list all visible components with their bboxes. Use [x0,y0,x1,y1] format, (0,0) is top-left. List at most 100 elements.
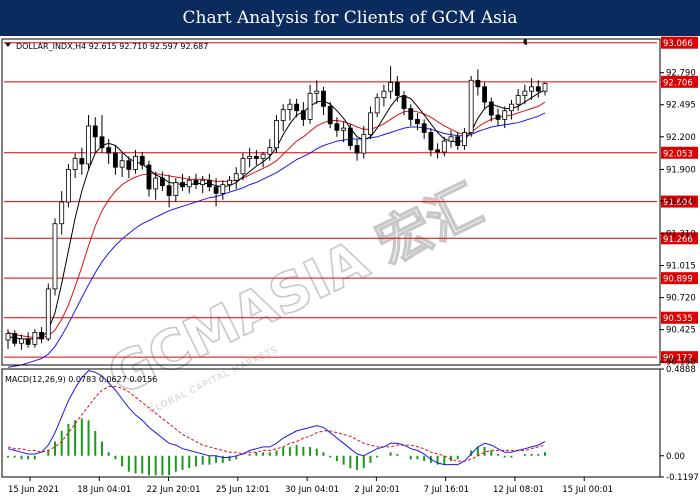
level-price-label: 90.535 [663,314,693,324]
price-tick-label: 90.425 [666,326,696,336]
candle-bull [468,79,474,133]
candle-bull [374,97,380,114]
level-price-box [661,36,698,49]
levels-layer [4,42,657,358]
candle-bear [193,179,199,186]
candle-bull [502,110,508,120]
candle-bull [529,86,534,92]
level-price-label: 92.053 [663,149,693,159]
candle-bull [361,134,367,154]
candle-bull [86,125,91,165]
candle-bull [5,333,11,341]
candle-bull [45,288,51,340]
candle-bear [213,186,219,194]
level-price-box [661,195,698,208]
chart-title-bar: Chart Analysis for Clients of GCM Asia [0,0,700,36]
candle-bear [253,155,259,159]
price-tick-label: 92.200 [666,133,696,143]
candle-bear [401,95,407,109]
candles-layer [5,66,548,350]
candle-bull [515,95,521,105]
level-price-box [661,272,698,285]
candle-bear [495,114,501,120]
level-price-label: 91.604 [663,198,693,208]
ma-mid-line [7,101,546,339]
price-chart: GCMASIA 宏汇 GLOBAL CAPITAL MARKETS 93.066… [0,36,700,500]
time-tick-label: 15 Jun 2021 [8,485,59,495]
candle-bear [25,338,31,345]
candle-bull [542,83,548,92]
time-tick-label: 30 Jun 04:01 [285,485,339,495]
ma-slow-line [7,112,546,368]
candle-bull [314,90,320,94]
time-tick-label: 7 Jul 16:01 [424,485,470,495]
candle-bull [119,160,125,168]
price-tick-label: 91.900 [666,165,696,175]
price-tick-label: 91.610 [666,197,696,207]
candle-bear [206,179,212,188]
menu-triangle-icon[interactable] [5,43,11,47]
level-price-box [661,311,698,324]
candle-bear [139,155,145,166]
candle-bear [354,145,360,154]
candle-bull [52,223,58,290]
candle-bull [65,168,71,203]
candle-bear [321,90,326,107]
level-price-box [661,75,698,88]
candle-bear [79,158,85,165]
candle-bull [280,109,286,121]
macd-signal-line [7,386,546,462]
level-price-label: 93.066 [663,39,693,49]
candle-bull [32,331,38,345]
macd-main-line [7,370,546,466]
scroll-marker-icon[interactable]: ◖ [523,37,527,47]
macd-layer [7,370,546,476]
candle-bull [462,132,467,146]
candle-bull [19,338,24,344]
candle-bear [180,182,185,188]
macd-label: MACD(12,26,9) 0.0783 0.0627 0.0156 [5,375,157,384]
candle-bear [159,177,165,187]
candle-bear [482,86,488,103]
candle-bull [287,103,293,111]
candle-bull [388,82,394,92]
candle-bull [233,173,239,181]
time-tick-label: 22 Jun 20:01 [147,485,201,495]
candle-bear [92,125,98,138]
candle-bear [475,79,481,88]
candle-bear [166,185,172,196]
level-price-box [661,146,698,159]
candle-bear [327,105,333,125]
candle-bear [394,82,400,96]
price-tick-label: 90.130 [666,358,696,368]
candle-bull [267,147,273,155]
time-tick-label: 12 Jul 08:01 [493,485,544,495]
candle-bear [300,110,306,120]
candle-bear [455,136,461,146]
candle-bear [347,127,353,146]
candle-bull [509,103,514,112]
candle-bull [173,182,179,196]
candle-bull [227,179,232,186]
time-tick-label: 2 Jul 20:01 [354,485,400,495]
price-tick-label: 90.720 [666,294,696,304]
level-price-box [661,232,698,245]
candle-bull [247,155,253,159]
candle-bull [59,201,65,225]
candle-bear [106,147,112,154]
time-tick-label: 25 Jun 12:01 [216,485,270,495]
candle-bear [535,86,541,92]
candle-bull [72,158,78,170]
candle-bull [368,112,373,136]
macd-tick-label: -0.1197 [666,473,699,483]
price-tick-label: 91.015 [666,262,696,272]
candle-bull [153,177,159,190]
candle-bull [341,127,347,131]
level-price-label: 90.172 [663,354,693,364]
candle-bull [133,155,138,170]
candle-bull [186,179,192,188]
level-price-label: 92.706 [663,78,693,88]
candle-bear [146,164,152,190]
macd-tick-label: 0.4888 [666,365,696,375]
candle-bear [488,101,494,116]
